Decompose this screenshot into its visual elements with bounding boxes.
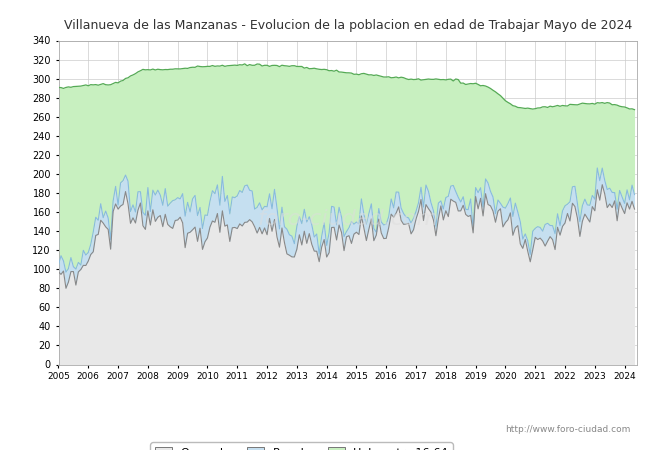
Text: foro-ciudad.com: foro-ciudad.com — [257, 209, 438, 229]
Title: Villanueva de las Manzanas - Evolucion de la poblacion en edad de Trabajar Mayo : Villanueva de las Manzanas - Evolucion d… — [64, 19, 632, 32]
Legend: Ocupados, Parados, Hab. entre 16-64: Ocupados, Parados, Hab. entre 16-64 — [150, 442, 452, 450]
Text: http://www.foro-ciudad.com: http://www.foro-ciudad.com — [505, 425, 630, 434]
